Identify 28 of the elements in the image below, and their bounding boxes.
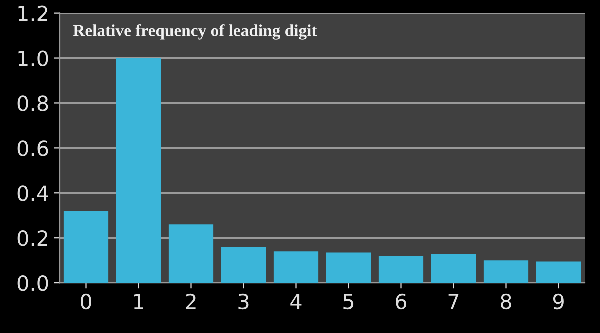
bar [221,247,266,284]
bar [536,262,582,284]
bar [326,252,372,284]
bar [431,254,476,284]
x-tick-label: 8 [501,294,512,310]
x-tick-label: 0 [80,294,92,310]
y-tick-label: 1.2 [18,6,48,22]
x-tick-label: 6 [396,294,407,310]
y-tick-label: 0.8 [18,96,48,112]
x-tick-label: 1 [134,294,144,310]
y-tick-label: 0.6 [18,140,48,156]
x-tick-label: 3 [238,294,249,310]
text: Relative frequency of leading digit [73,24,318,40]
y-tick-label: 0.4 [18,186,48,202]
y-tick-label: 0.0 [18,276,48,292]
bar [116,58,162,284]
x-tick-label: 4 [290,294,302,310]
bar [64,211,109,284]
y-tick-label: 1.0 [18,50,48,66]
x-tick-label: 7 [448,294,459,310]
bar [274,252,319,284]
x-tick-label: 2 [186,294,196,310]
bar [168,224,214,284]
bar [378,256,424,284]
x-tick-label: 5 [344,294,354,310]
x-tick-label: 9 [553,294,564,310]
bar [484,260,529,284]
y-tick-label: 0.2 [18,230,48,246]
